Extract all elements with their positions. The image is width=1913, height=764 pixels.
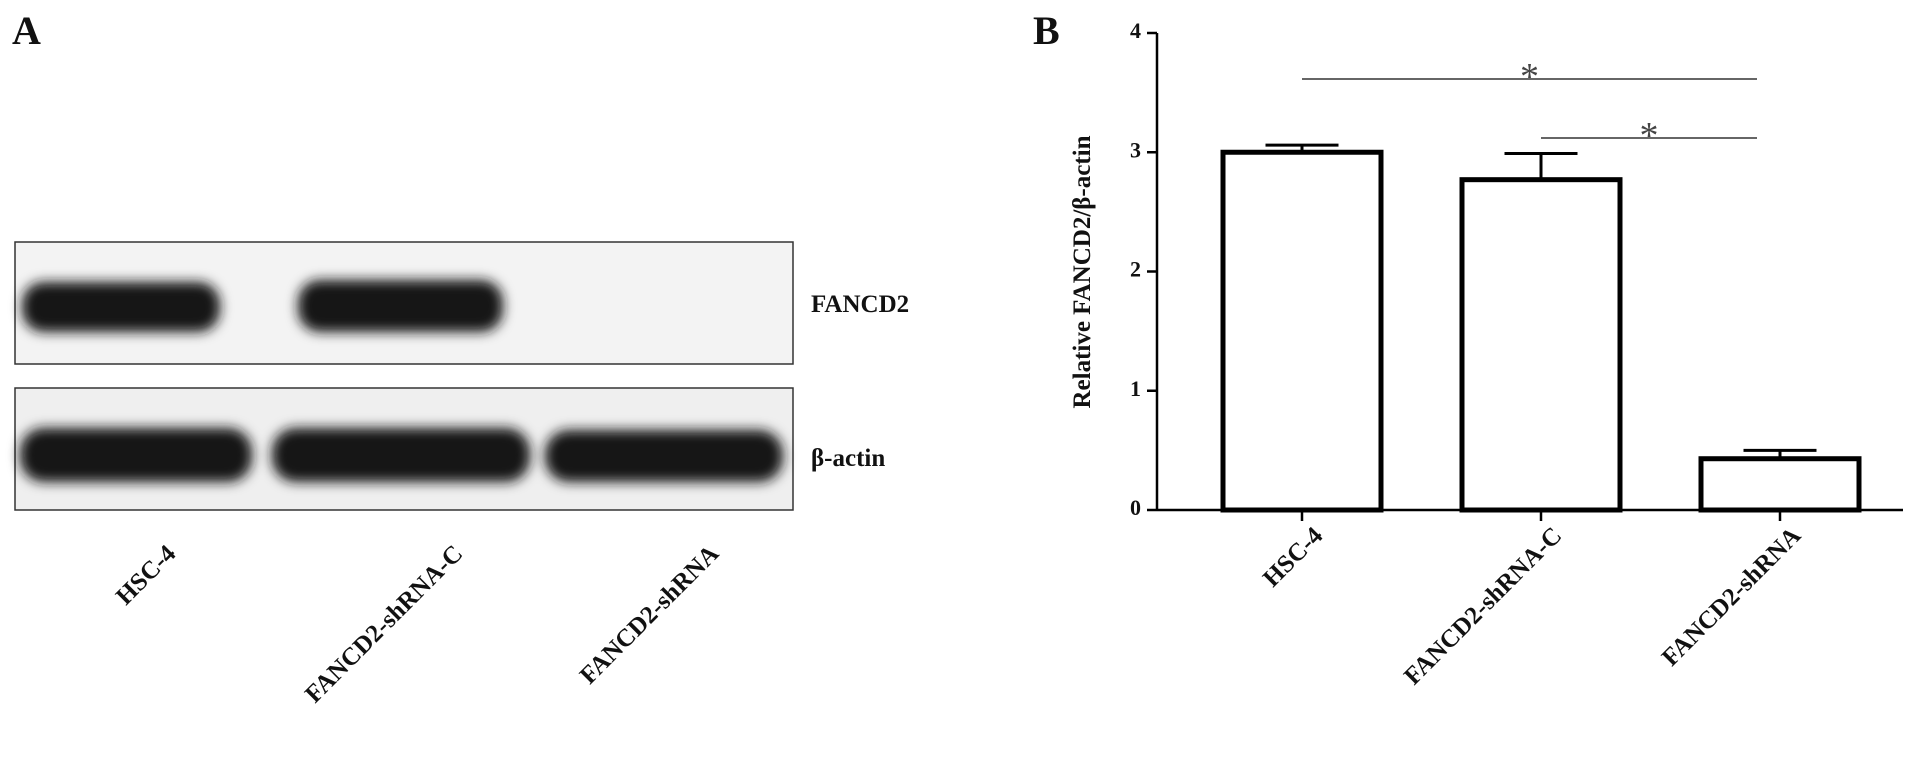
bar-chart: 0 1 2 3 4 HSC-4 FANCD2-shRNA-C FANCD2-shRNA * * [1130, 18, 1903, 690]
band [545, 430, 783, 482]
bar [1220, 149, 1384, 513]
x-tick-label: FANCD2-shRNA-C [1399, 522, 1567, 690]
y-tick-label: 2 [1130, 257, 1141, 282]
panel-label: A [12, 8, 41, 53]
y-tick-label: 3 [1130, 137, 1141, 162]
y-tick-label: 0 [1130, 495, 1141, 520]
bar [1698, 456, 1862, 513]
band-label: FANCD2 [811, 291, 909, 318]
lane-label: HSC-4 [111, 540, 182, 611]
y-tick-label: 1 [1130, 376, 1141, 401]
lane-label: FANCD2-shRNA-C [300, 540, 468, 708]
band [298, 280, 503, 332]
lane-label: FANCD2-shRNA [575, 540, 724, 689]
panel-label: B [1033, 8, 1060, 53]
x-tick-label: HSC-4 [1258, 522, 1329, 593]
band [272, 428, 530, 482]
bar [1459, 177, 1623, 513]
significance-star: * [1640, 115, 1659, 157]
significance-star: * [1520, 56, 1539, 98]
y-axis-label: Relative FANCD2/β-actin [1069, 135, 1096, 408]
x-tick-label: FANCD2-shRNA [1657, 522, 1806, 671]
band [20, 428, 252, 482]
blot [14, 241, 794, 511]
band-label: β-actin [811, 445, 885, 472]
y-tick-label: 4 [1130, 18, 1141, 43]
band [22, 282, 220, 332]
